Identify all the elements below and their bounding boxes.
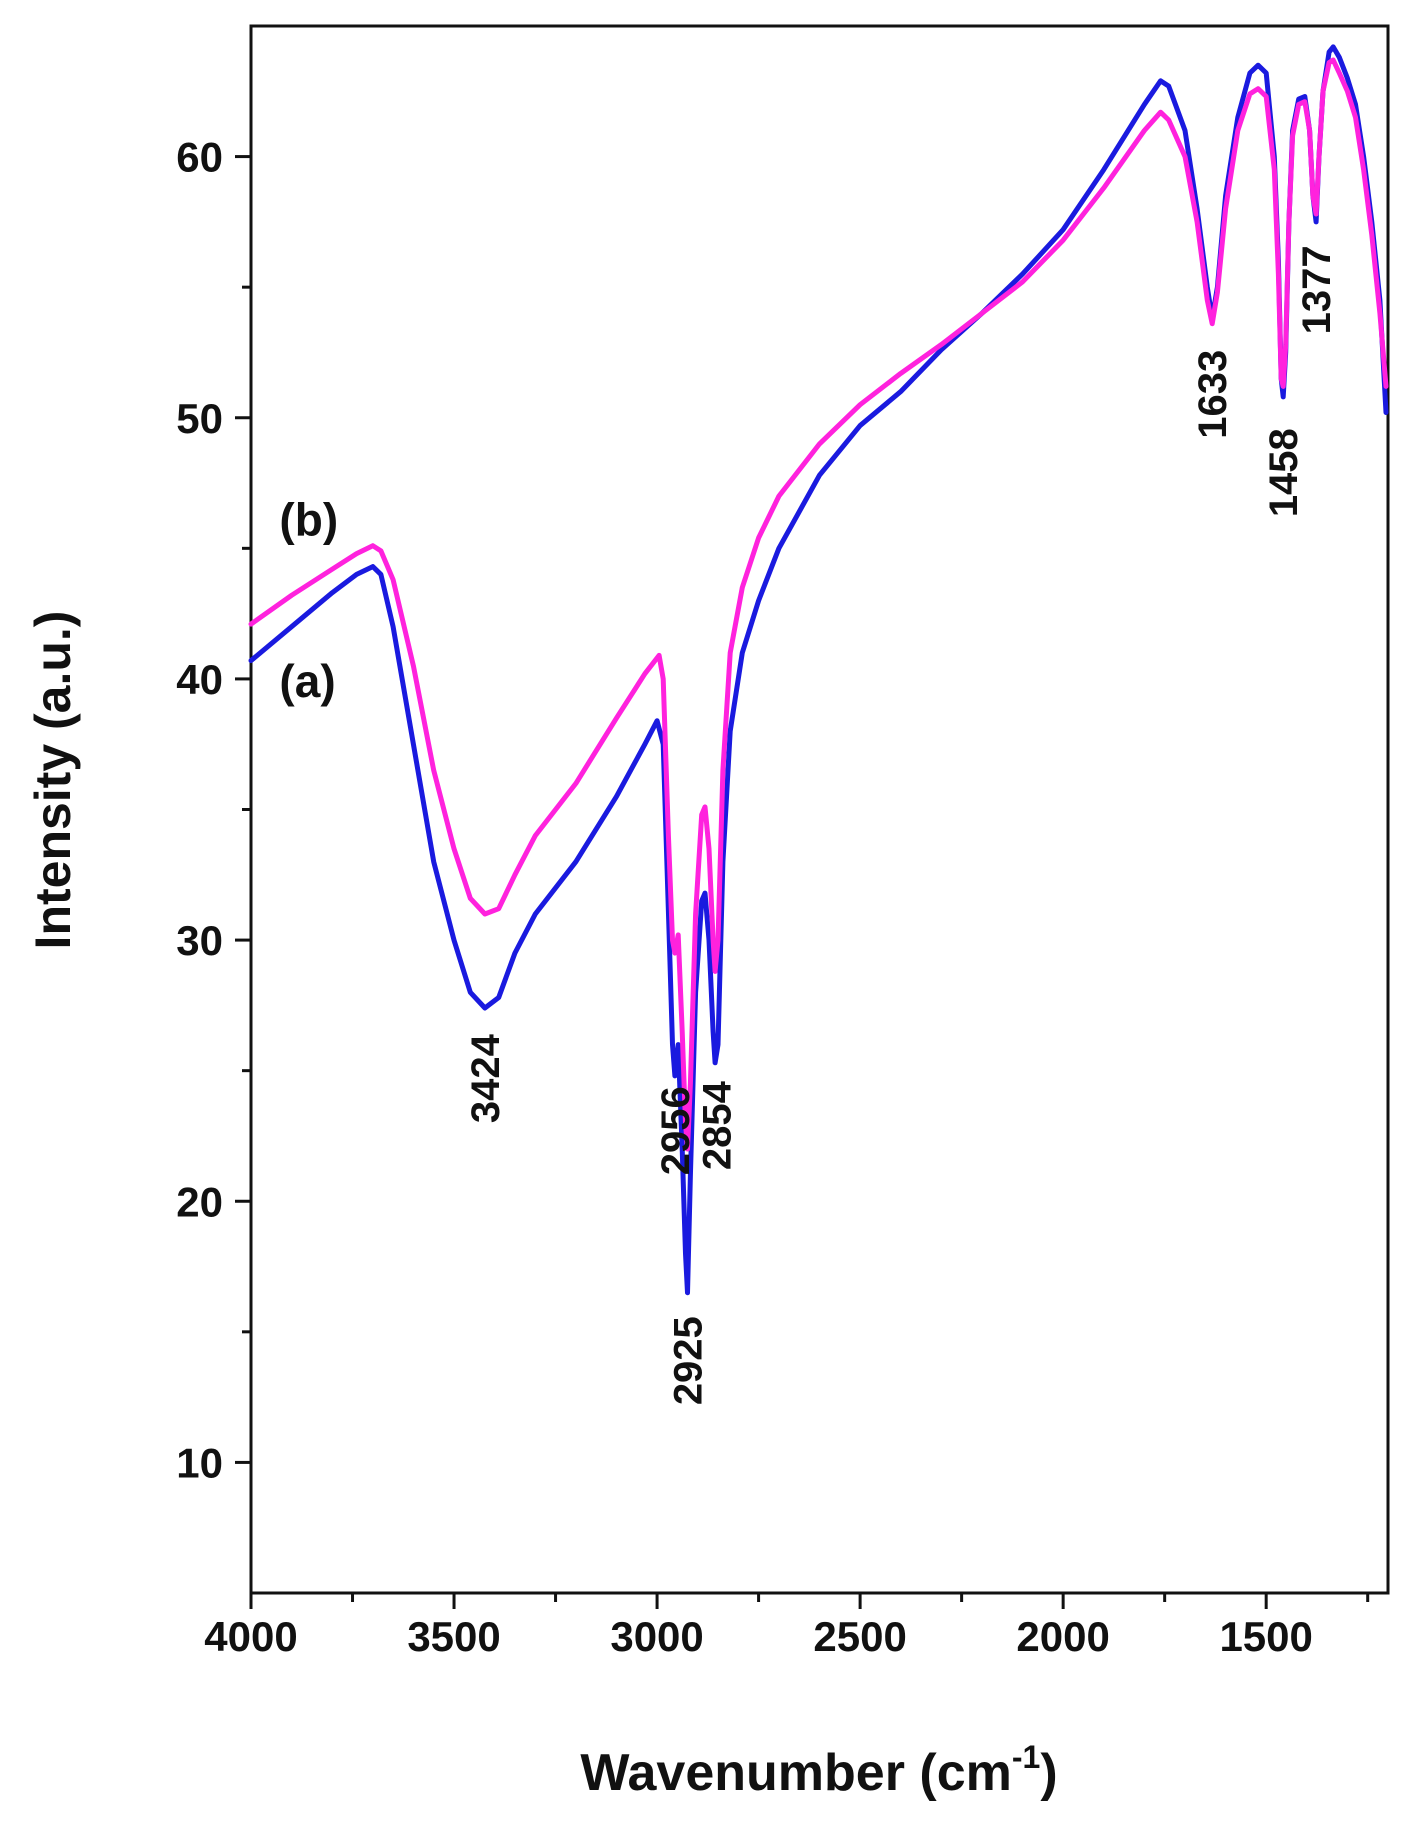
y-tick-label: 50 [176,395,223,442]
peak-label: 2956 [654,1086,698,1175]
x-axis-label: Wavenumber (cm-1) [580,1739,1057,1802]
peak-label: 2925 [667,1316,711,1405]
y-tick-label: 30 [176,917,223,964]
x-tick-label: 4000 [204,1613,297,1660]
peak-label: 1458 [1262,428,1306,517]
peak-label: 3424 [464,1033,508,1123]
x-axis-label-sup: -1 [1012,1739,1040,1775]
y-axis-label: Intensity (a.u.) [25,611,81,950]
series-line-b [248,57,1389,1152]
peak-label: 1377 [1295,245,1339,334]
y-axis-ticks: 10 20 30 40 50 60 [176,134,251,1486]
y-tick-label: 10 [176,1439,223,1486]
x-tick-label: 3000 [610,1613,703,1660]
label-layer: (a) (b) 3424 2956 2925 2854 1633 1458 1377 [279,245,1339,1405]
y-tick-label: 60 [176,134,223,181]
x-tick-label: 2000 [1016,1613,1109,1660]
y-tick-label: 20 [176,1178,223,1225]
x-tick-label: 3500 [407,1613,500,1660]
y-tick-label: 40 [176,656,223,703]
x-axis-label-main: Wavenumber (cm [580,1744,1012,1802]
peak-label: 1633 [1191,350,1235,439]
x-axis-ticks: 4000 3500 3000 2500 2000 1500 [204,1593,1370,1660]
series-label-a: (a) [279,655,335,707]
series-layer [248,44,1389,1296]
x-axis-label-close: ) [1040,1744,1057,1802]
peak-label: 2854 [695,1080,739,1170]
x-tick-label: 1500 [1219,1613,1312,1660]
series-line-a [248,44,1389,1296]
series-label-b: (b) [279,493,338,545]
x-tick-label: 2500 [813,1613,906,1660]
